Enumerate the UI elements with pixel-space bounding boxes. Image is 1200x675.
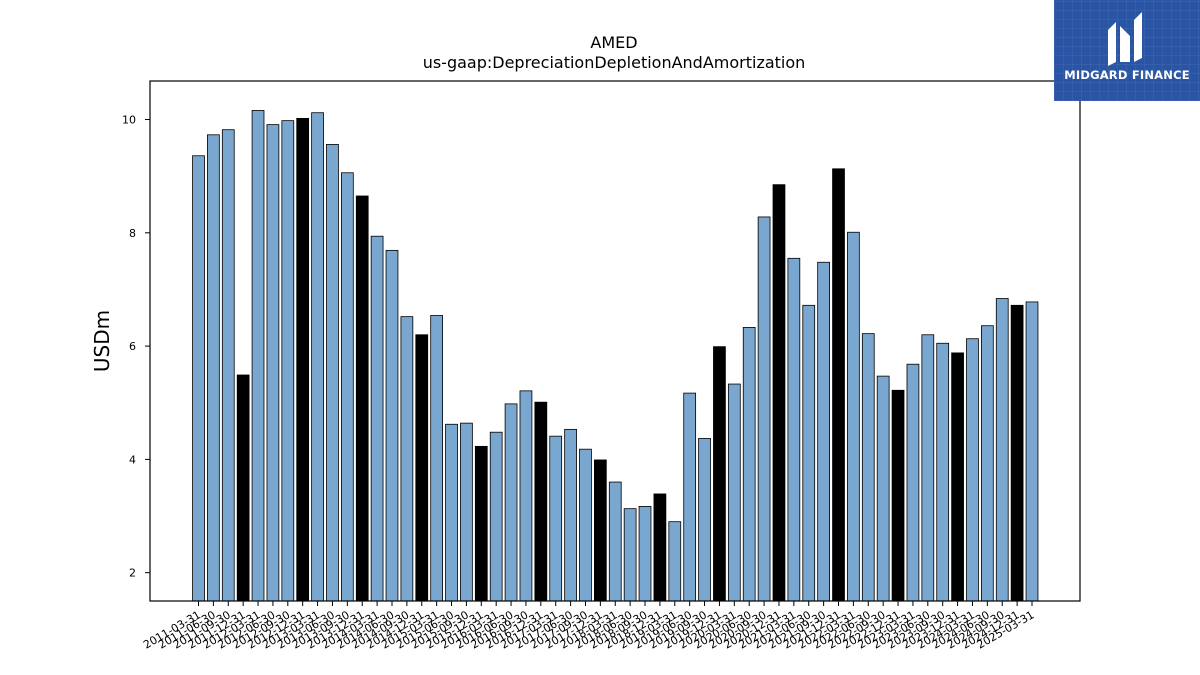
bar-2013-09-30 bbox=[340, 172, 354, 602]
bar-2015-03-31 bbox=[430, 315, 444, 602]
bar-2016-12-31 bbox=[534, 401, 548, 602]
midgard-logo-icon bbox=[1108, 12, 1142, 66]
bar-2013-12-31 bbox=[355, 195, 369, 602]
bar-2024-03-31 bbox=[966, 338, 979, 602]
bar-2021-12-31 bbox=[832, 168, 845, 602]
bar-2020-03-31 bbox=[727, 383, 741, 602]
bar-2011-06-30 bbox=[207, 134, 220, 602]
bar-2018-09-30 bbox=[638, 505, 652, 602]
bar-2019-06-30 bbox=[683, 392, 697, 602]
bar-2013-03-31 bbox=[311, 112, 324, 602]
bar-2012-06-30 bbox=[266, 124, 280, 602]
bar-2017-03-31 bbox=[549, 435, 563, 602]
y-axis-label: USDm bbox=[90, 310, 114, 372]
bar-2017-06-30 bbox=[564, 428, 577, 602]
bar-2012-03-31 bbox=[251, 110, 265, 602]
bar-2020-09-30 bbox=[757, 216, 771, 602]
bar-2016-06-30 bbox=[504, 403, 518, 602]
bar-2018-03-31 bbox=[608, 481, 622, 602]
bar-2011-09-30 bbox=[221, 129, 235, 602]
bar-2016-03-31 bbox=[489, 431, 503, 602]
bar-2011-03-31 bbox=[192, 155, 205, 602]
bars-group bbox=[192, 110, 1039, 602]
bar-2014-06-30 bbox=[385, 249, 399, 602]
bar-2024-06-30 bbox=[980, 325, 994, 602]
bar-2022-12-31 bbox=[891, 389, 905, 602]
bar-2012-09-30 bbox=[281, 120, 295, 602]
bar-2019-03-31 bbox=[668, 521, 682, 602]
bar-2014-12-31 bbox=[415, 334, 429, 602]
bar-2021-06-30 bbox=[802, 304, 816, 602]
bar-2025-03-31 bbox=[1025, 301, 1039, 602]
midgard-finance-logo: MIDGARD FINANCE bbox=[1054, 0, 1200, 101]
logo-text: MIDGARD FINANCE bbox=[1064, 68, 1190, 82]
bar-2013-06-30 bbox=[326, 144, 339, 602]
bar-2017-09-30 bbox=[579, 448, 592, 602]
bar-2021-09-30 bbox=[817, 261, 830, 602]
bar-2018-12-31 bbox=[653, 493, 667, 602]
y-tick-label: 10 bbox=[122, 114, 136, 127]
bar-2014-09-30 bbox=[400, 316, 414, 602]
bar-2014-03-31 bbox=[370, 235, 384, 602]
y-tick-label: 2 bbox=[129, 567, 136, 580]
bar-2023-06-30 bbox=[921, 334, 935, 602]
bar-2023-09-30 bbox=[936, 342, 950, 602]
y-axis: 2 4 6 8 10 bbox=[122, 114, 150, 580]
bar-2022-06-30 bbox=[861, 333, 875, 602]
bar-2022-09-30 bbox=[876, 375, 890, 602]
bar-2019-12-31 bbox=[713, 346, 726, 602]
x-axis: 2011-03-312011-06-302011-09-302011-12-31… bbox=[141, 601, 1037, 652]
bar-2024-09-30 bbox=[995, 298, 1009, 602]
bar-2017-12-31 bbox=[594, 459, 607, 602]
bar-2015-06-30 bbox=[445, 423, 458, 602]
y-tick-label: 4 bbox=[129, 453, 136, 466]
bar-2023-03-31 bbox=[906, 363, 920, 602]
bar-2024-12-31 bbox=[1010, 304, 1024, 602]
y-tick-label: 6 bbox=[129, 340, 136, 353]
plot-frame bbox=[149, 80, 1081, 602]
bar-2020-12-31 bbox=[772, 184, 786, 602]
bar-2015-12-31 bbox=[474, 445, 488, 602]
bar-2015-09-30 bbox=[460, 422, 473, 602]
bar-2018-06-30 bbox=[623, 508, 637, 602]
y-tick-label: 8 bbox=[129, 227, 136, 240]
bar-2012-12-31 bbox=[296, 117, 310, 602]
bar-2019-09-30 bbox=[698, 438, 711, 602]
bar-2011-12-31 bbox=[236, 374, 250, 602]
chart-title: AMED bbox=[590, 33, 637, 52]
bar-2023-12-31 bbox=[951, 352, 964, 602]
chart-subtitle: us-gaap:DepreciationDepletionAndAmortiza… bbox=[423, 53, 806, 72]
bar-2016-09-30 bbox=[519, 390, 533, 602]
bar-2020-06-30 bbox=[742, 327, 756, 602]
bar-2021-03-31 bbox=[787, 257, 801, 602]
bar-2022-03-31 bbox=[847, 231, 860, 602]
